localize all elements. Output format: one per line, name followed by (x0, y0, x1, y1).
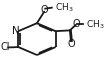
Text: Cl: Cl (1, 42, 10, 52)
Text: O: O (41, 5, 48, 15)
Text: O: O (68, 39, 75, 49)
Text: CH$_3$: CH$_3$ (86, 18, 105, 31)
Text: O: O (72, 19, 80, 29)
Text: CH$_3$: CH$_3$ (55, 1, 73, 14)
Text: N: N (12, 26, 20, 36)
